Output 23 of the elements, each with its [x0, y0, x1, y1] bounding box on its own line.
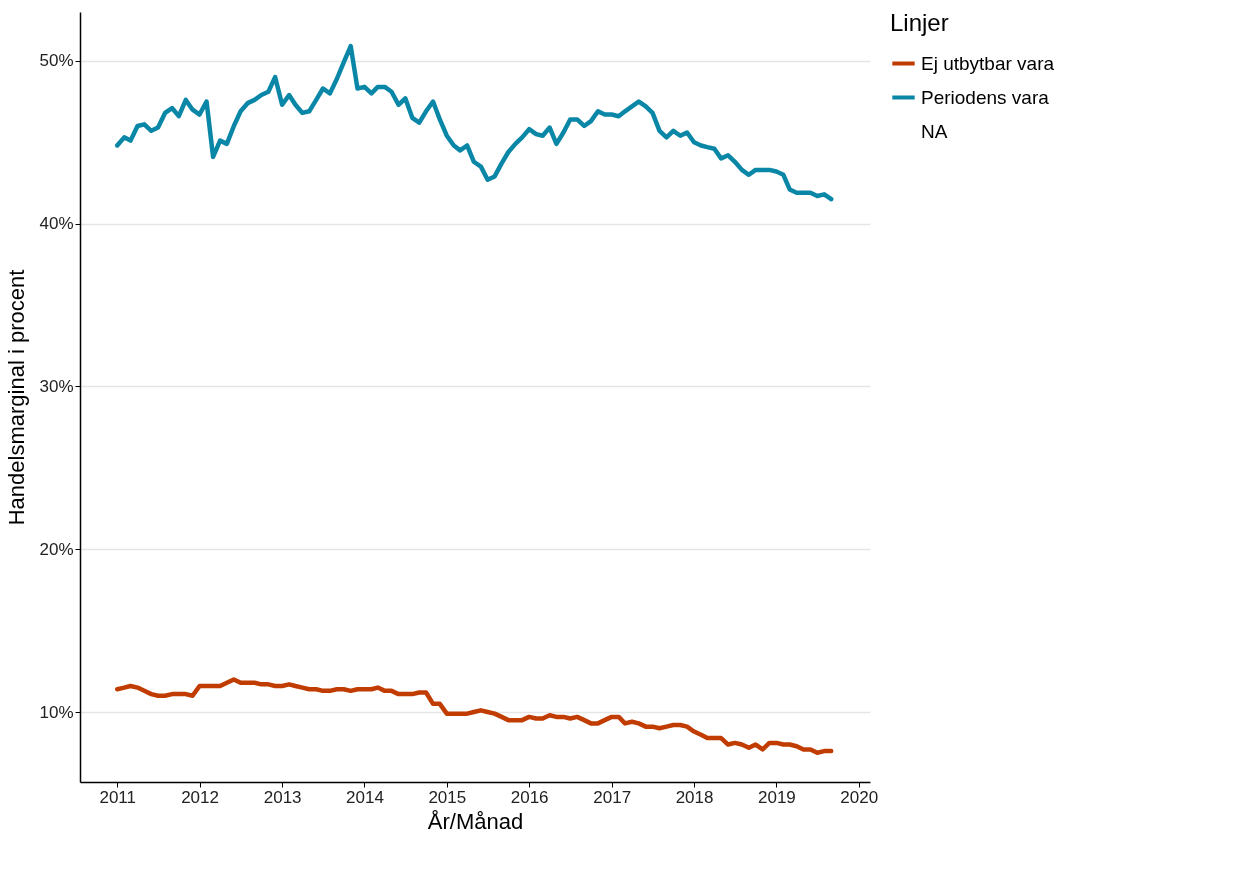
y-axis-title: Handelsmarginal i procent	[4, 269, 30, 526]
text: NA	[921, 120, 948, 142]
y-tick-label: 40%	[39, 214, 74, 234]
legend-label: Ej utbytbar vara	[921, 52, 1055, 74]
y-tick-label: 50%	[39, 51, 74, 71]
x-axis-title: År/Månad	[427, 808, 524, 834]
legend-label: Periodens vara	[921, 86, 1050, 108]
line-series	[114, 43, 834, 202]
legend-title: Linjer	[890, 9, 949, 36]
x-tick-label: 2013	[263, 787, 302, 807]
y-tick-label: 10%	[39, 702, 74, 722]
y-tick-label: 20%	[39, 539, 74, 559]
y-tick-label: 30%	[39, 376, 74, 396]
x-tick-label: 2019	[757, 787, 796, 807]
x-tick-label: 2011	[99, 787, 136, 807]
line-series	[114, 677, 834, 755]
x-tick-label: 2012	[181, 787, 219, 807]
x-tick-label: 2018	[675, 787, 714, 807]
x-tick-label: 2017	[593, 787, 632, 807]
x-tick-label: 2015	[428, 787, 467, 807]
x-tick-label: 2016	[510, 787, 549, 807]
x-tick-label: 2014	[346, 787, 384, 807]
x-tick-label: 2020	[840, 787, 879, 807]
